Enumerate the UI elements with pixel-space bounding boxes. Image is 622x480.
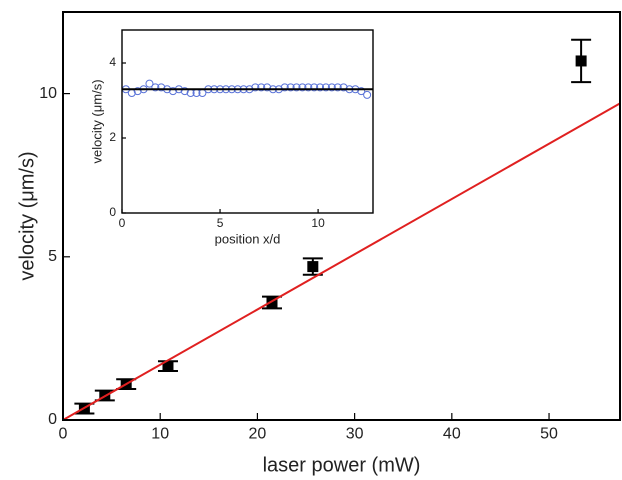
x-tick-label: 50: [540, 426, 558, 443]
data-point: [304, 83, 313, 92]
y-tick-label: 5: [48, 248, 57, 265]
data-point: [151, 83, 160, 92]
y-axis-label: velocity (μm/s): [89, 79, 104, 163]
data-point: [363, 90, 372, 99]
data-point: [575, 55, 587, 67]
plot-area: [122, 30, 373, 213]
y-tick-label: 10: [39, 85, 57, 102]
x-tick-label: 10: [311, 216, 325, 230]
data-point: [162, 360, 174, 372]
x-tick-label: 0: [119, 216, 126, 230]
y-axis-label: velocity (μm/s): [16, 151, 38, 280]
y-tick-label: 4: [109, 55, 116, 69]
data-point: [286, 83, 295, 92]
x-tick-label: 20: [249, 426, 267, 443]
y-tick-label: 0: [109, 205, 116, 219]
data-point: [168, 87, 177, 96]
data-point: [280, 83, 289, 92]
x-tick-label: 5: [217, 216, 224, 230]
plot-frame: [62, 11, 621, 421]
data-point: [339, 83, 348, 92]
data-point: [263, 83, 272, 92]
fit-line: [62, 102, 621, 421]
data-point: [321, 83, 330, 92]
data-point: [333, 83, 342, 92]
data-point: [357, 87, 366, 96]
data-point: [310, 83, 319, 92]
x-tick-label: 10: [151, 426, 169, 443]
y-tick-label: 2: [109, 130, 116, 144]
data-point: [327, 83, 336, 92]
data-point: [145, 79, 154, 88]
data-point: [266, 296, 278, 308]
data-point: [251, 83, 260, 92]
data-point: [316, 83, 325, 92]
data-point: [292, 83, 301, 92]
x-axis-label: position x/d: [215, 231, 281, 246]
data-point: [307, 261, 319, 273]
data-point: [180, 87, 189, 96]
data-point: [133, 87, 142, 96]
x-tick-label: 0: [59, 426, 68, 443]
y-tick-label: 0: [48, 411, 57, 428]
data-point: [298, 83, 307, 92]
plot-frame: [121, 29, 374, 214]
x-tick-label: 30: [346, 426, 364, 443]
data-point: [157, 83, 166, 92]
x-axis-label: laser power (mW): [263, 454, 421, 476]
x-tick-label: 40: [443, 426, 461, 443]
data-point: [257, 83, 266, 92]
